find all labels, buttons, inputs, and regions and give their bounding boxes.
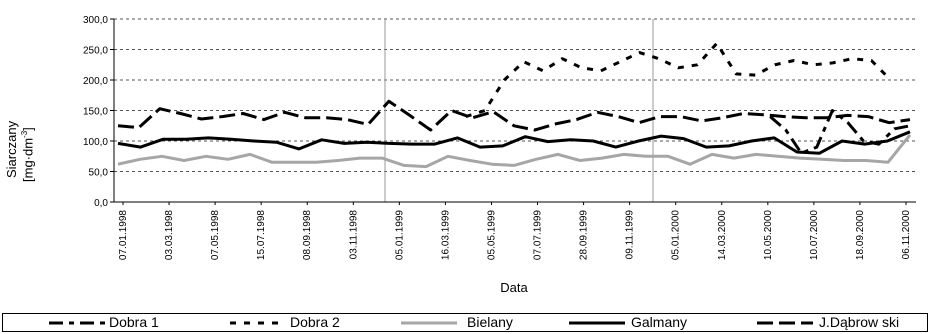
y-axis-title: Siarczany [mg·dm-3] [4, 70, 48, 190]
y-axis-title-name: Siarczany [4, 120, 19, 178]
year-dividers [384, 19, 654, 202]
x-tick-label: 05.01.2000 [671, 210, 682, 260]
legend-label: Dobra 1 [109, 314, 159, 330]
y-tick-label: 100,0 [83, 137, 108, 148]
x-tick-label: 16.03.1999 [440, 210, 451, 260]
series-lines [117, 41, 912, 169]
x-tick-label: 15.07.1998 [256, 210, 267, 260]
x-tick-label: 10.05.2000 [763, 210, 774, 260]
y-tick-label: 50,0 [89, 168, 109, 179]
legend-label: Galmany [631, 314, 688, 330]
series-line-dobra-1 [769, 109, 911, 155]
legend: Dobra 1 Dobra 2 Bielany Galmany J.Dąbrow… [2, 313, 928, 332]
x-tick-label: 03.03.1998 [164, 210, 175, 260]
legend-label: Dobra 2 [290, 314, 340, 330]
x-tick-label: 10.07.2000 [809, 210, 820, 260]
y-axis-title-unit: [mg·dm-3] [20, 127, 36, 182]
legend-label: Bielany [467, 314, 513, 330]
legend-label: J.Dąbrow ski [819, 314, 900, 330]
gridlines [114, 18, 916, 172]
x-tick-label: 28.09.1999 [579, 210, 590, 260]
y-tick-label: 250,0 [83, 46, 108, 57]
series-line-dobra-2 [465, 41, 892, 119]
x-tick-label: 14.03.2000 [717, 210, 728, 260]
x-tick-label: 09.11.1999 [625, 210, 636, 260]
x-tick-label: 08.09.1998 [302, 210, 313, 260]
y-tick-label: 150,0 [83, 107, 108, 118]
y-tick-label: 200,0 [83, 76, 108, 87]
axes [110, 18, 916, 203]
y-tick-label: 300,0 [83, 15, 108, 26]
y-tick-label: 0,0 [94, 198, 108, 209]
series-line-galmany [117, 130, 911, 155]
x-tick-label: 07.07.1999 [533, 210, 544, 260]
x-tick-label: 07.05.1998 [210, 210, 221, 260]
x-tick-label: 07.01.1998 [118, 210, 129, 260]
x-tick-labels: 07.01.1998 03.03.1998 07.05.1998 15.07.1998… [118, 202, 912, 260]
x-tick-label: 18.09.2000 [855, 210, 866, 260]
x-tick-label: 03.11.1998 [348, 210, 359, 260]
chart: 0,0 50,0 100,0 150,0 200,0 250,0 300,0 07.01.1… [83, 15, 916, 295]
x-tick-label: 05.05.1999 [486, 210, 497, 260]
series-line-bielany [117, 133, 912, 169]
x-tick-label: 05.01.1999 [394, 210, 405, 260]
x-axis-title: Data [500, 280, 528, 295]
series-line-j-dąbrow-ski [117, 99, 911, 132]
y-tick-labels: 0,0 50,0 100,0 150,0 200,0 250,0 300,0 [83, 15, 108, 209]
x-tick-label: 06.11.2000 [901, 210, 912, 260]
